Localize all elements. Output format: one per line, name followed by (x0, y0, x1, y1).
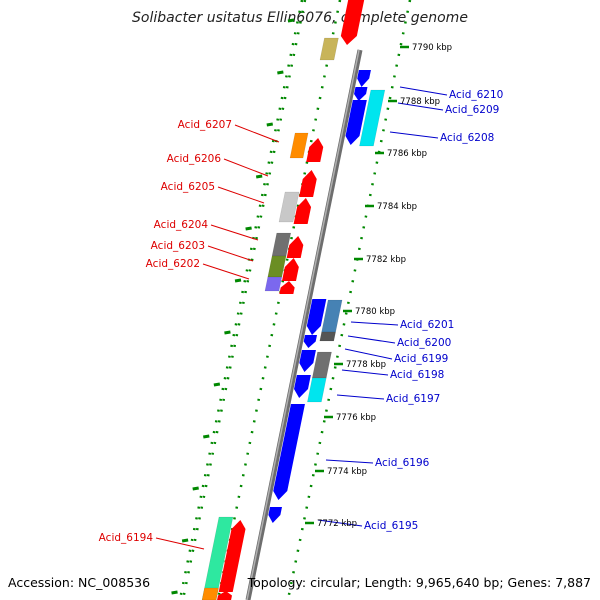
gene-feature-acid-6208-blue (345, 100, 367, 145)
leader-line (210, 224, 259, 241)
scale-tick (277, 70, 284, 75)
gene-labels: Acid_6207 Acid_6206 Acid_6205 Acid_6204 Acid… (99, 86, 503, 550)
gene-feature-red-6194 (218, 520, 246, 592)
kbp-label: 7774 kbp (327, 467, 367, 477)
gene-label-acid_6209: Acid_6209 (445, 104, 499, 116)
scale-line-outer-right (286, 0, 412, 600)
scale-tick (213, 382, 221, 387)
gene-feature-red-6202 (279, 281, 295, 294)
gene-label-acid_6204: Acid_6204 (154, 219, 209, 231)
leader-line (336, 394, 385, 400)
leader-line (399, 86, 448, 96)
scale-tick (192, 486, 199, 491)
kbp-label: 7772 kbp (317, 519, 357, 529)
kbp-label: 7782 kbp (366, 255, 406, 265)
leader-line (207, 245, 254, 262)
scale-tick (255, 174, 263, 179)
leader-line (202, 263, 250, 280)
gene-label-acid_6201: Acid_6201 (400, 319, 454, 331)
genome-summary-text: Topology: circular; Length: 9,965,640 bp… (247, 575, 591, 590)
kbp-label: 7788 kbp (400, 97, 440, 107)
leader-line (234, 124, 280, 143)
scale-tick (224, 330, 231, 335)
gene-feature-acid-6210 (357, 70, 371, 87)
scale-lines (171, 0, 412, 600)
gene-label-acid_6198: Acid_6198 (390, 369, 444, 381)
gene-features (201, 0, 386, 600)
kbp-label: 7784 kbp (377, 202, 417, 212)
gene-feature-acid-6205 (278, 191, 300, 223)
gene-feature-acid-6201-blue (306, 299, 327, 335)
gene-feature-acid-6209 (354, 87, 368, 101)
leader-line (347, 335, 396, 344)
gene-feature-red-6205a (299, 170, 317, 197)
gene-label-acid_6206: Acid_6206 (167, 153, 222, 165)
leader-line (389, 131, 439, 139)
leader-line (155, 537, 205, 550)
map-title: Solibacter usitatus Ellin6076, complete … (132, 10, 468, 26)
gene-feature-acid-6200 (303, 335, 318, 348)
scale-tick (181, 538, 189, 543)
leader-line (317, 519, 363, 527)
scale-tick (203, 434, 210, 439)
gene-feature-acid-6198 (311, 351, 332, 379)
gene-label-acid_6200: Acid_6200 (397, 337, 451, 349)
scale-tick (266, 122, 274, 127)
kbp-label: 7790 kbp (412, 43, 452, 53)
scale-line-inner-right (181, 0, 307, 600)
scale-tick (287, 18, 295, 23)
leader-line (341, 369, 389, 376)
leader-line (223, 158, 269, 177)
accession-text: Accession: NC_008536 (8, 575, 151, 590)
leader-line (325, 459, 374, 464)
gene-feature-red-6203 (281, 258, 299, 281)
leader-line (350, 321, 399, 326)
gene-feature-acid-6199 (299, 350, 316, 372)
gene-label-acid_6205: Acid_6205 (161, 181, 215, 193)
kbp-label: 7780 kbp (355, 307, 395, 317)
gene-feature-red-6204 (286, 236, 304, 258)
gene-feature-acid-6197 (307, 377, 327, 403)
gene-label-acid_6207: Acid_6207 (178, 119, 232, 131)
gene-label-acid_6194: Acid_6194 (99, 532, 154, 544)
kbp-labels: 7790 kbp 7788 kbp 7786 kbp 7784 kbp 7782 kbp… (305, 43, 452, 529)
scale-tick (171, 590, 178, 595)
leader-line (344, 348, 393, 360)
gene-label-acid_6195: Acid_6195 (364, 520, 418, 532)
scale-tick (245, 226, 252, 231)
kbp-label: 7776 kbp (336, 413, 376, 423)
gene-feature-top-red (340, 0, 365, 45)
gene-feature-acid-6208 (359, 89, 386, 147)
scale-line-inner-left (178, 0, 304, 600)
backbone (245, 49, 363, 600)
scale-tick (234, 278, 242, 283)
gene-feature-acid-6194 (201, 516, 234, 600)
gene-label-acid_6203: Acid_6203 (151, 240, 205, 252)
gene-feature-acid-6196 (273, 404, 305, 500)
gene-label-acid_6208: Acid_6208 (440, 132, 494, 144)
kbp-label: 7786 kbp (387, 149, 427, 159)
gene-feature-acid-6195 (268, 507, 283, 523)
gene-label-acid_6197: Acid_6197 (386, 393, 440, 405)
gene-label-acid_6199: Acid_6199 (394, 353, 448, 365)
kbp-label: 7778 kbp (346, 360, 386, 370)
leader-line (217, 186, 265, 204)
gene-feature-acid-6203 (267, 255, 287, 278)
gene-feature-acid-6200-dark (319, 331, 336, 342)
gene-feature-red-bottom (217, 591, 232, 600)
gene-feature-top-olive (319, 37, 339, 61)
gene-label-acid_6210: Acid_6210 (449, 89, 503, 101)
gene-feature-bottom-orange (201, 587, 219, 600)
leader-line (397, 102, 444, 111)
gene-feature-acid-6202 (264, 276, 283, 292)
gene-feature-red-6205b (293, 198, 312, 224)
gene-label-acid_6196: Acid_6196 (375, 457, 430, 469)
gene-feature-acid-6207 (289, 132, 309, 159)
gene-label-acid_6202: Acid_6202 (146, 258, 200, 270)
gene-feature-acid-6206 (306, 138, 324, 162)
gene-feature-acid-6197-blue (294, 375, 311, 398)
